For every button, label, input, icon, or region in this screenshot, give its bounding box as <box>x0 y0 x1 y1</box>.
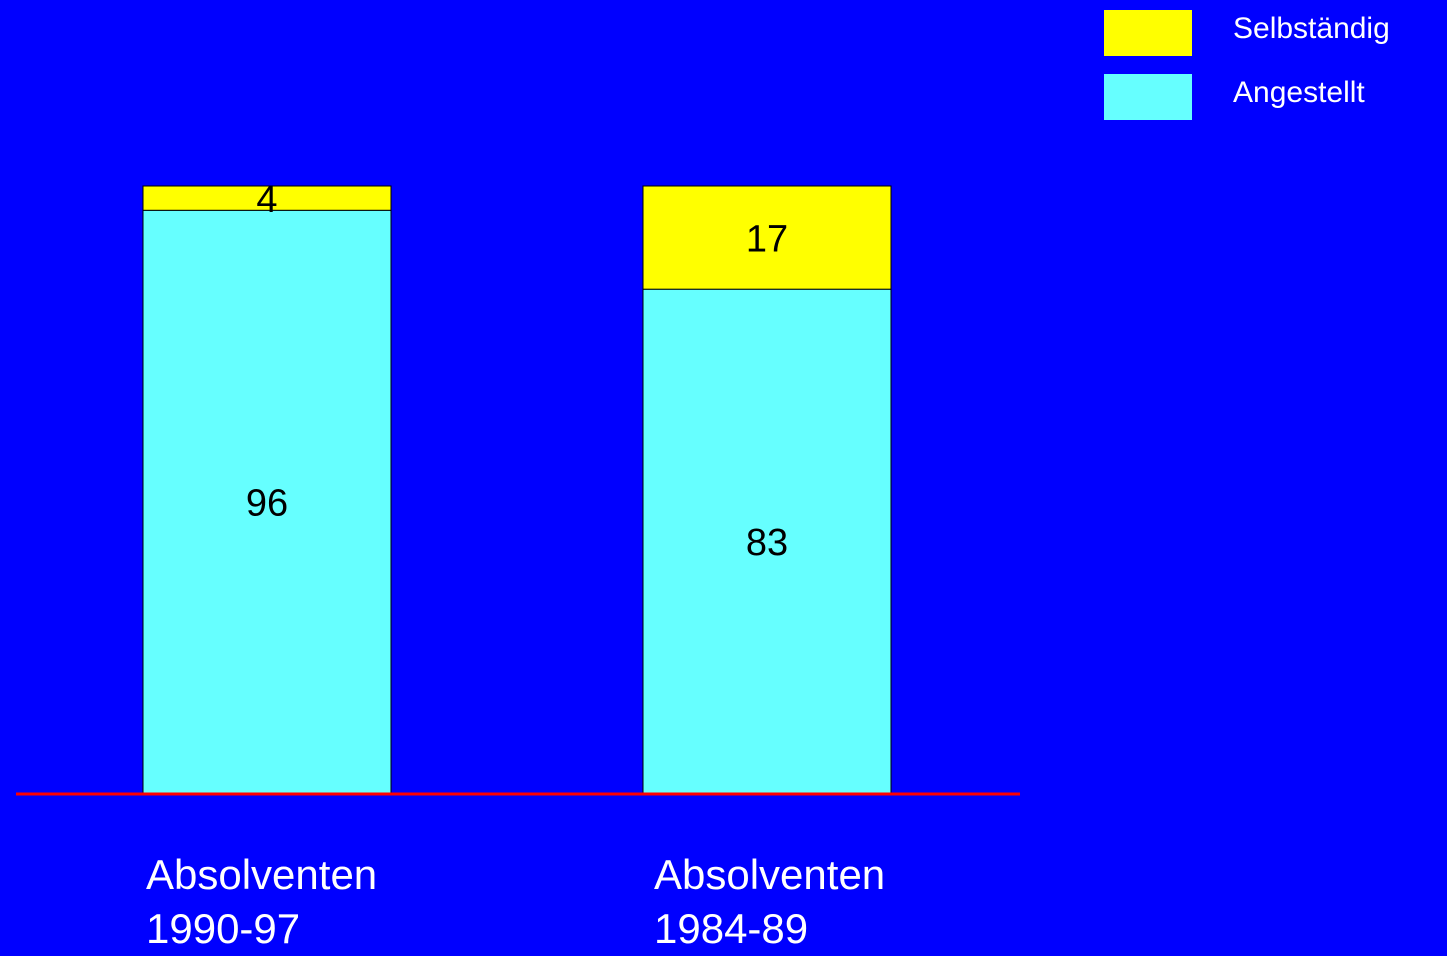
data-label-selbstndig-1: 4 <box>256 179 277 221</box>
legend-swatch-selbstaendig <box>1104 10 1192 56</box>
bar-segment-selbstndig-1 <box>142 185 392 211</box>
data-label-selbstndig-2: 17 <box>746 219 788 261</box>
legend-label-selbstaendig: Selbständig <box>1233 12 1390 45</box>
bar-segment-angestellt-1 <box>142 209 392 794</box>
bar-segment-selbstndig-2 <box>642 185 892 290</box>
category-label-line-1: Absolventen <box>146 851 378 898</box>
category-label-1984-89: Absolventen 1984-89 <box>654 848 885 956</box>
legend-swatch-angestellt <box>1104 74 1192 120</box>
data-label-angestellt-2: 83 <box>746 522 788 564</box>
category-label-line-1: Absolventen <box>654 851 886 898</box>
category-label-line-2: 1990-97 <box>146 905 301 952</box>
legend-label-angestellt: Angestellt <box>1233 76 1365 109</box>
category-label-line-2: 1984-89 <box>654 905 809 952</box>
category-label-1990-97: Absolventen 1990-97 <box>146 848 377 956</box>
data-label-angestellt-1: 96 <box>246 483 288 525</box>
